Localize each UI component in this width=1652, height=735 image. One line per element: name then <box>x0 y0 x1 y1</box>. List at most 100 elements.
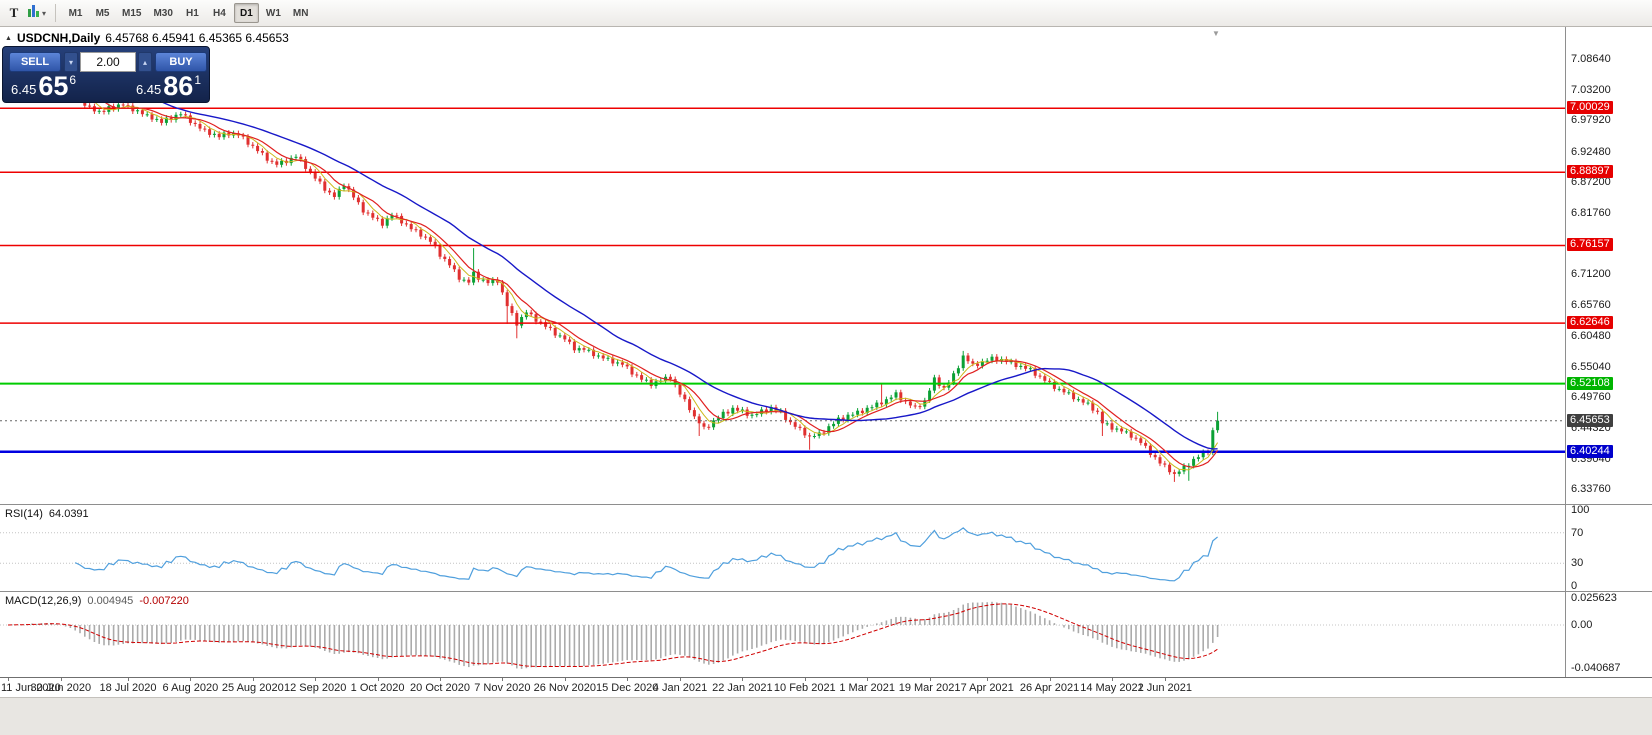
timeframe-button-h1[interactable]: H1 <box>186 7 199 19</box>
level-price-label: 6.40244 <box>1567 445 1613 458</box>
sell-price-prefix: 6.45 <box>11 82 37 97</box>
macd-axis-label: 0.00 <box>1571 619 1593 631</box>
timeframe-button-mn[interactable]: MN <box>292 7 309 19</box>
date-tick <box>742 678 743 681</box>
rsi-plot[interactable] <box>0 505 1565 591</box>
indicators-dropdown-button[interactable]: ▾ <box>25 3 49 24</box>
price-axis-label: 6.71200 <box>1571 268 1611 280</box>
date-tick <box>1050 678 1051 681</box>
date-axis-label: 18 Jul 2020 <box>99 682 157 694</box>
chart-ohlc-values: 6.45768 6.45941 6.45365 6.45653 <box>105 31 289 45</box>
timeframe-button-m30[interactable]: M30 <box>153 7 173 19</box>
buy-button[interactable]: BUY <box>155 52 207 72</box>
timeframe-button-w1[interactable]: W1 <box>265 7 281 19</box>
date-axis-label: 1 Oct 2020 <box>350 682 405 694</box>
date-axis-label: 4 Jan 2021 <box>652 682 708 694</box>
price-axis-label: 6.33760 <box>1571 483 1611 495</box>
sell-button[interactable]: SELL <box>9 52 61 72</box>
macd-axis-label: -0.040687 <box>1571 662 1621 674</box>
timeframe-button-h4[interactable]: H4 <box>213 7 226 19</box>
pane-separator <box>1566 504 1652 505</box>
level-price-label: 6.52108 <box>1567 377 1613 390</box>
date-axis-label: 26 Nov 2020 <box>533 682 596 694</box>
price-axis-label: 6.65760 <box>1571 299 1611 311</box>
chart-title-icon: ▲ <box>5 34 12 42</box>
date-tick <box>253 678 254 681</box>
date-axis-label: 12 Sep 2020 <box>283 682 347 694</box>
macd-indicator-pane: MACD(12,26,9) 0.004945 -0.007220 <box>0 591 1565 676</box>
sell-price-digits: 65 <box>38 71 69 101</box>
date-tick <box>930 678 931 681</box>
rsi-indicator-pane: RSI(14) 64.0391 <box>0 504 1565 590</box>
buy-price-pipette: 1 <box>194 73 201 87</box>
timeframe-button-m1[interactable]: M1 <box>68 7 83 19</box>
date-axis-label: 22 Jan 2021 <box>712 682 773 694</box>
date-axis-label: 14 May 2021 <box>1080 682 1144 694</box>
text-tool-button[interactable]: T <box>3 3 25 24</box>
pane-separator <box>1566 591 1652 592</box>
chart-title: ▲ USDCNH,Daily 6.45768 6.45941 6.45365 6… <box>5 31 289 45</box>
one-click-trading-panel: SELL ▾ 2.00 ▴ BUY 6.45 65 6 6.45 86 1 <box>2 46 210 103</box>
date-axis-label: 25 Aug 2020 <box>221 682 284 694</box>
price-axis-label: 6.81760 <box>1571 207 1611 219</box>
date-tick <box>128 678 129 681</box>
timeframe-button-m5[interactable]: M5 <box>95 7 110 19</box>
date-axis-label: 15 Dec 2020 <box>595 682 659 694</box>
date-axis-label: 10 Feb 2021 <box>773 682 836 694</box>
date-tick <box>440 678 441 681</box>
date-axis-label: 6 Aug 2020 <box>162 682 219 694</box>
timeframe-button-d1[interactable]: D1 <box>233 3 259 23</box>
sell-price-pipette: 6 <box>69 73 77 87</box>
price-chart-pane: ▲ USDCNH,Daily 6.45768 6.45941 6.45365 6… <box>0 27 1565 503</box>
price-axis-label: 7.08640 <box>1571 53 1611 65</box>
volume-decrease-button[interactable]: ▾ <box>64 52 78 72</box>
date-tick <box>987 678 988 681</box>
macd-plot[interactable] <box>0 592 1565 677</box>
date-tick <box>805 678 806 681</box>
date-tick <box>627 678 628 681</box>
date-tick <box>680 678 681 681</box>
date-tick <box>1112 678 1113 681</box>
volume-input[interactable]: 2.00 <box>80 52 136 72</box>
date-axis-label: 1 Mar 2021 <box>839 682 896 694</box>
price-axis-label: 6.49760 <box>1571 391 1611 403</box>
current-price-label: 6.45653 <box>1567 414 1613 427</box>
macd-main-value: 0.004945 <box>87 595 134 607</box>
date-axis-label: 11 Jun 2020 <box>1 682 61 694</box>
date-axis-label: 7 Nov 2020 <box>474 682 531 694</box>
price-axis-label: 6.92480 <box>1571 146 1611 158</box>
date-axis[interactable]: 11 Jun 2020 30 Jun 2020 18 Jul 2020 6 Aug 2… <box>0 677 1652 697</box>
price-axis-label: 6.55040 <box>1571 361 1611 373</box>
level-price-label: 6.88897 <box>1567 165 1613 178</box>
date-tick <box>1165 678 1166 681</box>
indicators-icon <box>28 4 40 22</box>
toolbar-separator <box>55 4 57 22</box>
buy-price: 6.45 86 1 <box>136 72 201 100</box>
rsi-label: RSI(14) <box>5 508 43 520</box>
date-axis-label: 7 Apr 2021 <box>960 682 1014 694</box>
volume-stepper: ▾ 2.00 ▴ <box>64 52 152 72</box>
candlestick-chart[interactable] <box>0 27 1565 503</box>
date-axis-label: 26 Apr 2021 <box>1019 682 1080 694</box>
level-price-label: 6.76157 <box>1567 238 1613 251</box>
date-tick <box>61 678 62 681</box>
chart-shift-marker-icon[interactable]: ▼ <box>1212 29 1220 38</box>
macd-pane-label: MACD(12,26,9) 0.004945 -0.007220 <box>5 595 189 607</box>
sell-price: 6.45 65 6 <box>11 72 76 100</box>
volume-increase-button[interactable]: ▴ <box>138 52 152 72</box>
rsi-pane-label: RSI(14) 64.0391 <box>5 508 89 520</box>
rsi-axis-label: 0 <box>1571 580 1578 592</box>
date-tick <box>315 678 316 681</box>
date-tick <box>8 678 9 681</box>
buy-price-prefix: 6.45 <box>135 82 162 97</box>
window-bottom-area <box>0 697 1652 735</box>
timeframe-button-m15[interactable]: M15 <box>122 7 142 19</box>
date-axis-label: 20 Oct 2020 <box>410 682 470 694</box>
date-axis-label: 2 Jun 2021 <box>1137 682 1193 694</box>
text-tool-icon: T <box>9 5 19 20</box>
macd-axis-label: 0.025623 <box>1571 592 1617 604</box>
timeframe-buttons: M1 M5 M15 M30 H1 H4 D1 W1 MN <box>62 3 314 23</box>
macd-label: MACD(12,26,9) <box>5 595 82 607</box>
date-axis-label: 19 Mar 2021 <box>898 682 961 694</box>
dropdown-arrow-icon: ▾ <box>42 8 47 18</box>
